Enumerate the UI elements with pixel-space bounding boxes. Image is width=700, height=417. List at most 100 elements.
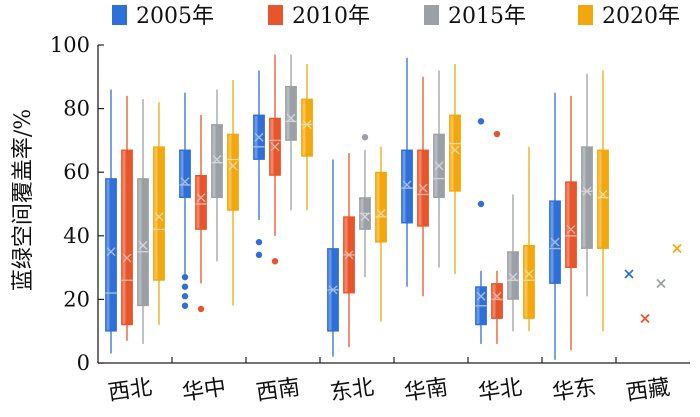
x-tick-label: 华南 [403,375,450,406]
box-4-5 [449,64,461,274]
mean-marker [180,177,190,187]
box-body [153,146,165,281]
mean-stroke [254,132,264,142]
box-body [597,149,609,249]
box-shade [286,87,290,140]
box-2-8 [640,313,650,324]
mean-marker [598,189,608,199]
mean-stroke [196,193,206,203]
mean-marker [328,285,338,295]
box-4-7 [597,70,609,332]
mean-stroke [328,285,338,295]
box-body [105,178,117,332]
outlier-point [181,302,189,309]
box-1-7 [549,92,561,360]
box-shade [196,176,200,229]
outlier-point [361,134,369,141]
mean-marker [492,291,502,301]
outlier-point [477,200,485,208]
mean-marker [286,113,296,123]
mean-stroke [302,120,312,129]
mean-stroke [476,291,486,301]
box-2-2 [195,114,207,313]
mean-stroke [434,161,444,171]
box-1-8 [624,269,634,279]
mean-stroke [550,237,560,247]
box-2-7 [565,95,577,351]
outlier-point [493,130,501,138]
box-shade [598,150,602,248]
box-1-4 [327,159,339,357]
legend-item-1: 2005年 [112,4,214,29]
box-shade [180,150,184,197]
box-3-8 [656,278,666,289]
legend-item-2: 2010年 [268,4,370,29]
mean-marker [434,161,444,171]
mean-marker [402,180,412,190]
legend-label: 2020年 [602,4,680,29]
mean-stroke [360,212,370,222]
box-body [285,85,297,141]
mean-marker [450,145,460,155]
mean-marker [476,291,486,301]
box-shade [270,119,274,175]
box-3-5 [433,70,445,268]
mean-marker [582,186,592,196]
plot-area [105,54,682,360]
mean-marker [566,224,576,234]
mean-marker [228,161,238,171]
box-1-1 [105,89,117,354]
mean-marker [360,212,370,222]
mean-stroke [106,247,116,257]
box-body [301,98,313,157]
box-body [375,171,387,243]
mean-stroke [154,212,164,222]
box-body [179,149,191,199]
box-shade [212,125,216,197]
box-shade [122,150,126,324]
mean-stroke [180,177,190,187]
box-shade [376,173,380,242]
box-body [565,181,577,269]
mean-marker [212,154,222,164]
outlier-point [181,293,189,300]
mean-stroke [582,186,592,196]
box-shade [566,182,570,267]
mean-marker [508,272,518,282]
mean-marker [344,250,354,260]
mean-stroke [656,278,666,289]
box-shade [402,150,406,223]
outlier-point [181,283,189,290]
box-body [581,146,593,249]
legend-label: 2010年 [292,4,370,29]
x-tick-label: 东北 [329,375,376,406]
mean-marker [550,237,560,247]
box-body [211,124,223,199]
box-3-6 [507,194,519,332]
x-tick-label: 华中 [181,375,228,406]
outlier-point [197,305,205,313]
box-3-2 [211,89,223,262]
box-4-1 [153,102,165,325]
box-body [449,114,461,192]
mean-stroke [402,180,412,190]
box-4-6 [523,146,535,332]
box-4-4 [375,146,387,322]
mean-marker [640,313,650,324]
mean-stroke [492,291,502,301]
box-1-2 [179,92,191,309]
mean-stroke [418,183,428,193]
x-tick-label: 西南 [255,375,302,406]
mean-stroke [672,243,682,254]
outlier-point [255,238,263,246]
box-shade [582,147,586,248]
box-body [523,244,535,319]
x-tick-label: 西北 [107,375,154,406]
legend-item-4: 2020年 [578,4,680,29]
box-1-5 [401,57,413,287]
box-shade [434,135,438,197]
box-body [137,178,149,307]
box-3-7 [581,73,593,297]
x-axis: 西北 华中 西南 东北 华南 华北 华东 西藏 [98,357,690,406]
mean-marker [672,243,682,254]
